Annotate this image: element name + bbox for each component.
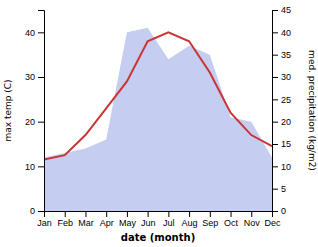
y2-tick-mark	[272, 122, 278, 123]
y2-tick: 15	[272, 139, 291, 149]
y2-tick: 35	[272, 50, 291, 60]
y2-tick-label: 20	[281, 117, 291, 127]
x-tick: Jan	[37, 211, 52, 228]
marks	[44, 28, 272, 211]
x-tick-label: Jul	[163, 218, 175, 228]
y2-tick-mark	[272, 10, 278, 11]
x-tick-mark	[106, 211, 107, 217]
y2-tick: 0	[272, 206, 286, 216]
x-tick-mark	[231, 211, 232, 217]
x-tick-mark	[65, 211, 66, 217]
y2-tick-label: 45	[281, 5, 291, 15]
line	[44, 32, 272, 159]
x-tick-mark	[189, 211, 190, 217]
x-tick-mark	[251, 211, 252, 217]
x-tick-label: Oct	[224, 218, 239, 228]
y2-axis-title: med. precipitation (kg/m2)	[307, 50, 317, 171]
y-tick: 30	[25, 72, 44, 82]
x-tick-label: Jan	[37, 218, 52, 228]
y-tick-label: 20	[25, 117, 35, 127]
y2-tick-mark	[272, 211, 278, 212]
x-tick: Dec	[264, 211, 281, 228]
area	[44, 28, 272, 211]
y2-tick-label: 30	[281, 72, 291, 82]
y2-axis: 0 5 10 15 20 25 30 35 40 45	[272, 5, 291, 216]
y2-tick: 10	[272, 162, 291, 172]
y2-tick-label: 25	[281, 95, 291, 105]
x-tick: Mar	[78, 211, 94, 228]
y2-tick: 25	[272, 95, 291, 105]
y2-tick-mark	[272, 166, 278, 167]
x-tick-label: May	[119, 218, 137, 228]
y-axis-title: max temp (C)	[3, 79, 13, 141]
y-tick: 40	[25, 28, 44, 38]
x-tick-label: Dec	[264, 218, 281, 228]
y2-tick-mark	[272, 55, 278, 56]
x-tick: Nov	[244, 211, 261, 228]
x-tick: May	[119, 211, 137, 228]
y2-tick: 30	[272, 72, 291, 82]
x-tick-mark	[210, 211, 211, 217]
y2-tick: 40	[272, 28, 291, 38]
x-tick-label: Sep	[202, 218, 218, 228]
y2-tick-mark	[272, 189, 278, 190]
x-tick-mark	[127, 211, 128, 217]
y-tick-mark	[38, 122, 44, 123]
y-tick-mark	[38, 211, 44, 212]
x-axis: Jan Feb Mar Apr May Jun Jul Aug Sep Oct NovDec	[37, 211, 281, 228]
axis-domain	[273, 11, 279, 212]
y-tick-mark	[38, 166, 44, 167]
y2-tick-label: 10	[281, 162, 291, 172]
x-tick: Jun	[141, 211, 156, 228]
y2-tick-label: 35	[281, 50, 291, 60]
x-tick: Jul	[163, 211, 175, 228]
x-axis-title: date (month)	[121, 232, 195, 243]
y-tick: 10	[25, 162, 44, 172]
x-tick: Oct	[224, 211, 239, 228]
y2-tick-label: 40	[281, 28, 291, 38]
y2-tick-label: 0	[281, 206, 286, 216]
y-tick-label: 10	[25, 162, 35, 172]
y-tick-label: 40	[25, 28, 35, 38]
x-tick: Apr	[100, 211, 114, 228]
x-tick-label: Jun	[141, 218, 156, 228]
x-tick-label: Feb	[57, 218, 73, 228]
y-tick-label: 0	[30, 206, 35, 216]
axis-domain	[38, 11, 45, 212]
y-tick: 20	[25, 117, 44, 127]
y-axis: 0 10 20 30 40	[25, 11, 45, 217]
plot: JanFebMarAprMayJunJulAugSepOctNovDec0102…	[25, 5, 291, 228]
x-tick: Sep	[202, 211, 218, 228]
x-tick-mark	[148, 211, 149, 217]
x-tick-label: Nov	[244, 218, 261, 228]
x-tick-mark	[85, 211, 86, 217]
y2-tick-mark	[272, 32, 278, 33]
x-tick: Feb	[57, 211, 73, 228]
x-tick-label: Apr	[100, 218, 114, 228]
y2-tick-label: 5	[281, 184, 286, 194]
x-tick-label: Aug	[182, 218, 198, 228]
y2-tick: 45	[272, 5, 291, 15]
y-tick-mark	[38, 32, 44, 33]
y-tick-mark	[38, 77, 44, 78]
y-tick: 0	[30, 206, 44, 216]
y2-tick: 5	[272, 184, 286, 194]
axis-domain	[45, 212, 273, 218]
y2-tick-mark	[272, 77, 278, 78]
y2-tick-label: 15	[281, 139, 291, 149]
y2-tick-mark	[272, 144, 278, 145]
y2-tick: 20	[272, 117, 291, 127]
y-tick-label: 30	[25, 72, 35, 82]
x-tick-label: Mar	[78, 218, 94, 228]
y2-tick-mark	[272, 99, 278, 100]
x-tick: Aug	[182, 211, 198, 228]
chart: JanFebMarAprMayJunJulAugSepOctNovDec0102…	[0, 0, 318, 247]
x-tick-mark	[168, 211, 169, 217]
